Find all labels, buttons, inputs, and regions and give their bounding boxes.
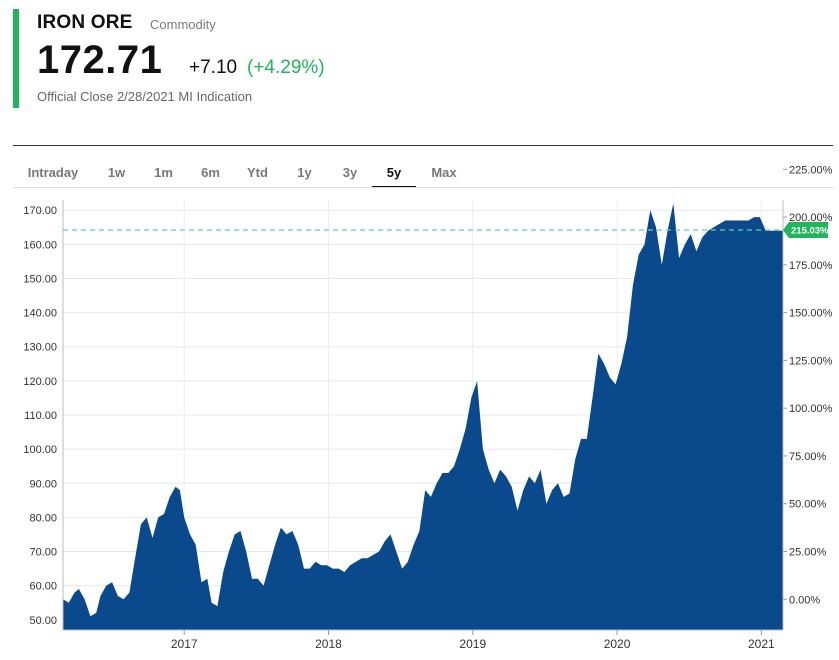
tab-intraday[interactable]: Intraday: [27, 165, 79, 180]
tab-3y[interactable]: 3y: [342, 165, 358, 180]
price-change: +7.10: [189, 57, 238, 78]
current-level-badge: [783, 222, 828, 239]
chart-axes: 50.00 60.00 70.00 80.00 90.00 100.00 110.00 120…: [23, 164, 832, 651]
y-left-tick-label: 160.00: [23, 239, 57, 251]
x-tick-label: 2021: [748, 637, 775, 651]
tab-max[interactable]: Max: [431, 165, 457, 180]
y-right-tick-label: 125.00%: [789, 355, 833, 367]
instrument-name: IRON ORE: [37, 12, 133, 33]
divider: [13, 145, 833, 146]
y-left-tick-label: 130.00: [23, 342, 57, 354]
y-right-tick-label: 100.00%: [789, 403, 833, 415]
tab-6m[interactable]: 6m: [201, 165, 220, 180]
y-left-tick-label: 150.00: [23, 273, 57, 285]
last-price: 172.71: [37, 38, 163, 82]
x-tick-label: 2018: [315, 637, 342, 651]
instrument-type: Commodity: [150, 17, 216, 32]
y-left-tick-label: 70.00: [29, 547, 57, 559]
y-left-tick-label: 60.00: [29, 581, 57, 593]
y-left-tick-label: 110.00: [24, 410, 57, 422]
x-tick-label: 2019: [459, 637, 486, 651]
y-left-tick-label: 80.00: [29, 512, 57, 524]
tab-1y[interactable]: 1y: [297, 165, 312, 180]
tab-1m[interactable]: 1m: [154, 165, 173, 180]
tabs-divider: [13, 187, 833, 188]
y-left-tick-label: 170.00: [23, 205, 57, 217]
y-left-tick-label: 50.00: [29, 615, 57, 627]
y-right-tick-label: 50.00%: [789, 499, 827, 511]
y-left-tick-label: 140.00: [23, 308, 57, 320]
accent-bar: [13, 9, 19, 108]
tab-ytd[interactable]: Ytd: [247, 165, 268, 180]
x-tick-label: 2020: [604, 637, 631, 651]
range-tabs: Intraday 1w 1m 6m Ytd 1y 3y 5y Max: [13, 158, 472, 188]
y-right-tick-label: 225.00%: [789, 164, 833, 176]
close-note: Official Close 2/28/2021 MI Indication: [37, 89, 253, 104]
tab-1w[interactable]: 1w: [107, 165, 126, 180]
price-change-percent: (+4.29%): [247, 57, 325, 78]
y-right-tick-label: 0.00%: [789, 594, 820, 606]
price-area: [63, 203, 783, 630]
y-left-tick-label: 120.00: [23, 376, 57, 388]
y-left-tick-label: 90.00: [29, 478, 57, 490]
y-right-tick-label: 200.00%: [789, 212, 833, 224]
y-right-tick-label: 25.00%: [789, 547, 827, 559]
x-tick-label: 2017: [171, 637, 198, 651]
y-right-tick-label: 150.00%: [789, 308, 833, 320]
current-level-label: 215.03%: [791, 226, 829, 237]
y-right-tick-label: 75.00%: [789, 451, 827, 463]
y-left-tick-label: 100.00: [23, 444, 57, 456]
y-right-tick-label: 175.00%: [789, 260, 833, 272]
